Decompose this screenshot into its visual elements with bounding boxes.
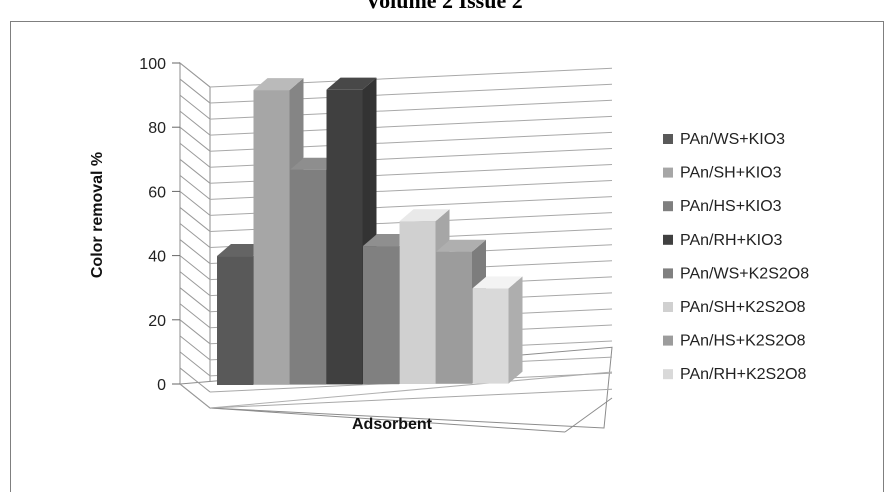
bar-front	[436, 251, 472, 384]
bar-top	[472, 276, 523, 289]
y-tick-label: 60	[148, 184, 166, 201]
back-gridline	[209, 388, 613, 409]
bar	[472, 276, 523, 384]
side-gridline	[179, 239, 211, 264]
legend-label: PAn/RH+K2S2O8	[680, 366, 807, 383]
side-gridline	[179, 223, 211, 248]
y-tick-label: 40	[148, 249, 166, 266]
side-gridline	[179, 207, 211, 232]
bar-front	[399, 221, 436, 384]
bar-side	[508, 276, 523, 384]
legend-swatch	[663, 134, 673, 144]
side-gridline	[179, 303, 211, 329]
bar-front	[363, 246, 399, 385]
y-tick-label: 80	[148, 120, 166, 137]
legend-swatch	[663, 335, 673, 346]
legend-label: PAn/HS+KIO3	[680, 198, 782, 215]
legend-swatch	[663, 268, 673, 279]
bar-top	[253, 78, 304, 91]
side-gridline	[179, 191, 211, 216]
side-gridline	[179, 367, 211, 393]
side-gridline	[179, 94, 211, 120]
side-gridline	[179, 271, 211, 297]
page-title: Volume 2 Issue 2	[365, 0, 523, 13]
legend-swatch	[663, 234, 673, 245]
legend-label: PAn/HS+K2S2O8	[680, 333, 806, 350]
side-gridline	[179, 62, 211, 88]
y-axis-title: Color removal %	[89, 152, 106, 278]
x-axis-title: Adsorbent	[352, 416, 433, 433]
legend-label: PAn/WS+K2S2O8	[680, 265, 809, 282]
bar-top	[399, 209, 450, 222]
side-gridline	[179, 255, 211, 280]
legend-label: PAn/SH+K2S2O8	[680, 299, 806, 316]
side-gridline	[179, 126, 211, 152]
bars	[217, 77, 523, 385]
floor-right-edge	[564, 397, 613, 433]
legend-label: PAn/RH+KIO3	[680, 232, 783, 249]
y-tick-label: 20	[148, 313, 166, 330]
floor-front-edge	[209, 407, 566, 433]
bar-front	[290, 169, 326, 385]
side-gridline	[179, 78, 211, 104]
bar-front	[472, 288, 509, 384]
y-axis-ticks: 0 20 40 60 80 100	[139, 56, 180, 394]
legend-swatch	[663, 167, 673, 178]
side-gridline	[179, 335, 211, 361]
legend-swatch	[663, 302, 673, 312]
bar-front	[326, 89, 363, 385]
side-gridline	[179, 351, 211, 377]
side-gridline	[179, 110, 211, 136]
legend-swatch	[663, 201, 673, 212]
bar-top	[436, 239, 486, 252]
floor-back-edge	[209, 371, 613, 409]
legend-label: PAn/WS+KIO3	[680, 131, 785, 148]
legend-swatch	[663, 369, 673, 380]
bar	[436, 239, 486, 384]
bar-front	[253, 90, 290, 385]
side-gridline	[179, 174, 211, 200]
legend: PAn/WS+KIO3 PAn/SH+KIO3 PAn/HS+KIO3 PAn/RH+…	[663, 131, 809, 383]
legend-label: PAn/SH+KIO3	[680, 165, 782, 182]
side-gridline	[179, 142, 211, 168]
y-tick-label: 100	[139, 56, 166, 73]
bar-front	[217, 256, 253, 385]
bar-top	[326, 77, 377, 90]
side-gridline	[179, 287, 211, 313]
y-tick-label: 0	[157, 377, 166, 394]
side-gridline	[179, 319, 211, 345]
side-gridline	[179, 158, 211, 184]
side-gridline	[179, 383, 211, 409]
